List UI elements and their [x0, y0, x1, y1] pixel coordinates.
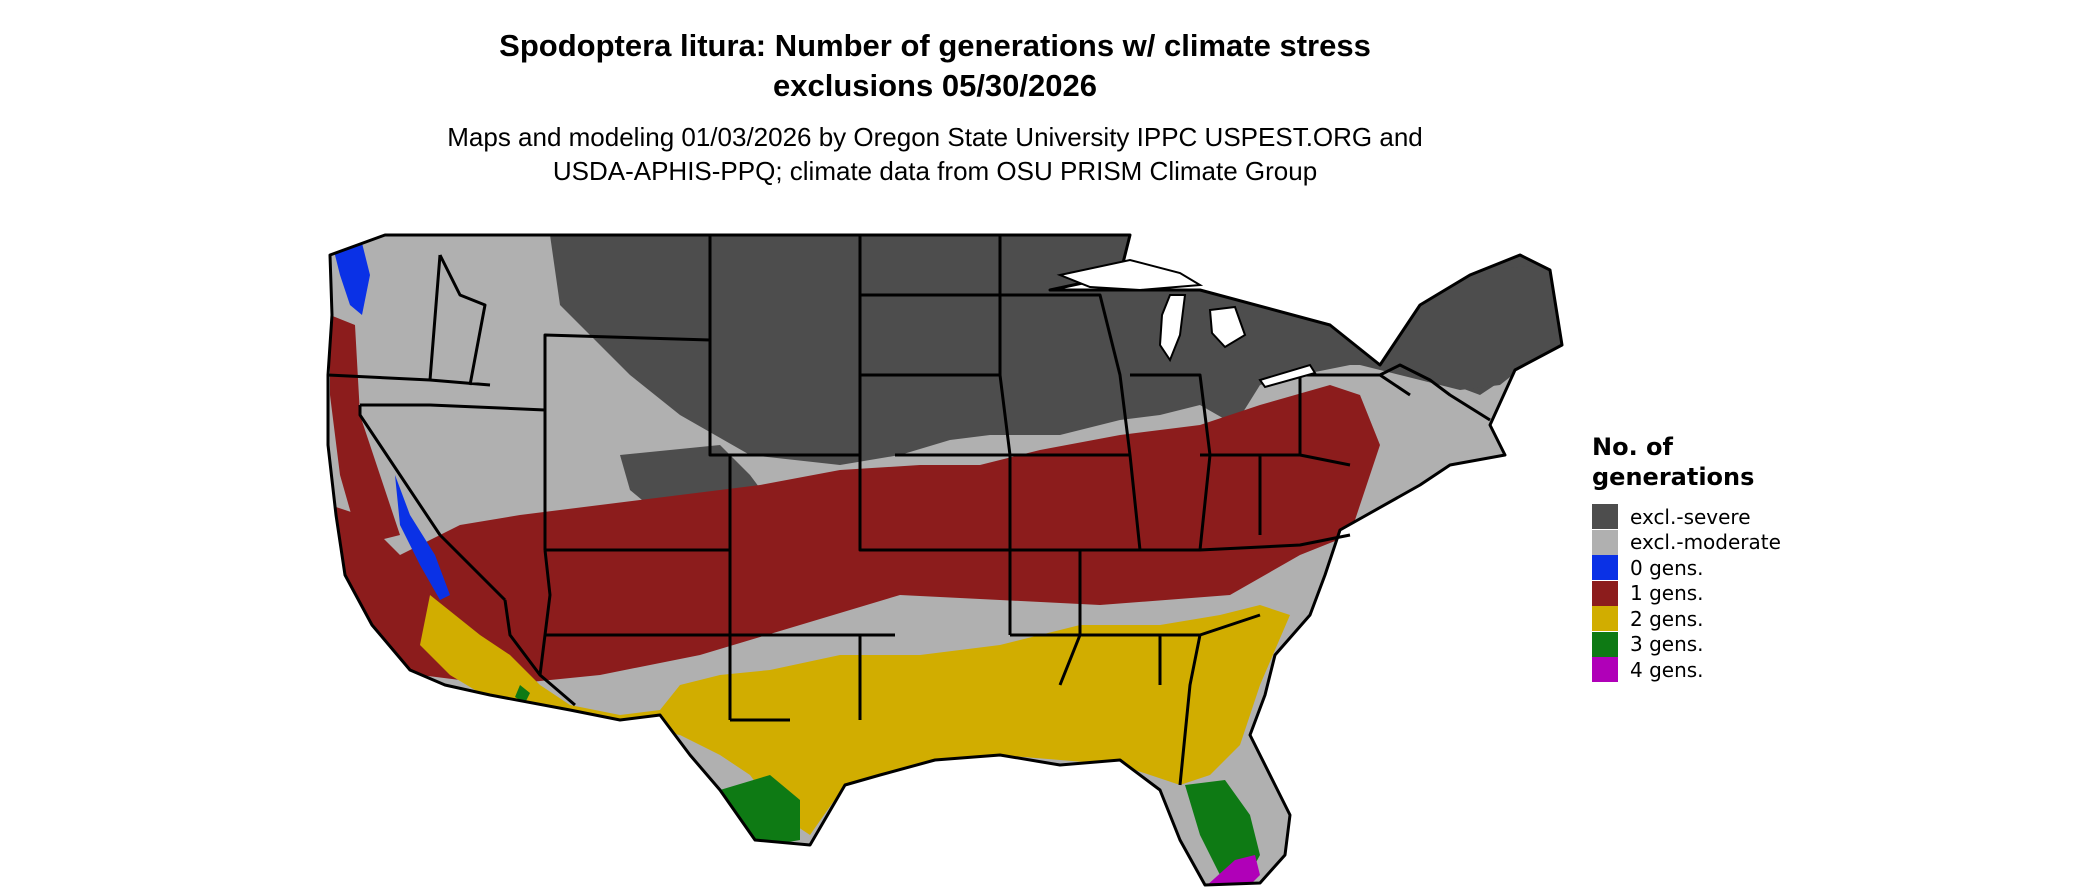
legend-swatch: [1592, 657, 1618, 683]
region-3-gens-florida: [1185, 780, 1260, 883]
legend-label: excl.-severe: [1630, 504, 1751, 529]
region-0-gens-sierra: [395, 475, 450, 600]
border-midwest: [1000, 293, 1351, 551]
legend-item-0-gens: 0 gens.: [1592, 555, 1792, 581]
lake-erie: [1258, 363, 1317, 389]
region-3-gens-arizona: [515, 685, 530, 703]
region-1-gens: [328, 385, 1380, 685]
map-subtitle-line-1: Maps and modeling 01/03/2026 by Oregon S…: [447, 122, 1423, 152]
lake-huron: [1208, 305, 1247, 349]
map-color-regions: [328, 235, 1562, 885]
legend: No. of generations excl.-severe excl.-mo…: [1592, 432, 1792, 683]
map-subtitle-line-2: USDA-APHIS-PPQ; climate data from OSU PR…: [552, 156, 1318, 186]
map-title: Spodoptera litura: Number of generations…: [0, 26, 1870, 106]
map-subtitle: Maps and modeling 01/03/2026 by Oregon S…: [0, 120, 1870, 188]
state-borders: [326, 233, 1564, 887]
legend-swatch: [1592, 606, 1618, 632]
legend-swatch: [1592, 580, 1618, 606]
border-southwest: [358, 405, 895, 722]
region-1-gens-pacific: [330, 315, 400, 545]
legend-swatch: [1592, 631, 1618, 657]
legend-label: 4 gens.: [1630, 657, 1704, 682]
legend-label: 0 gens.: [1630, 555, 1704, 580]
map-title-line-2: exclusions 05/30/2026: [772, 68, 1097, 103]
legend-label: excl.-moderate: [1630, 530, 1781, 555]
legend-title-line-1: No. of: [1592, 433, 1673, 461]
legend-item-excl-severe: excl.-severe: [1592, 504, 1792, 530]
legend-title-line-2: generations: [1592, 463, 1755, 491]
great-lakes: [1056, 258, 1317, 389]
legend-items: excl.-severe excl.-moderate 0 gens. 1 ge…: [1592, 504, 1792, 683]
map-title-line-1: Spodoptera litura: Number of generations…: [499, 28, 1371, 63]
legend-swatch: [1592, 529, 1618, 555]
region-4-gens-florida: [1205, 855, 1260, 885]
legend-label: 3 gens.: [1630, 632, 1704, 657]
legend-label: 2 gens.: [1630, 606, 1704, 631]
legend-item-2-gens: 2 gens.: [1592, 606, 1792, 632]
region-excl-severe-northeast: [1360, 265, 1562, 390]
legend-item-4-gens: 4 gens.: [1592, 657, 1792, 683]
us-generations-map: [326, 233, 1564, 887]
legend-item-3-gens: 3 gens.: [1592, 631, 1792, 658]
legend-item-excl-moderate: excl.-moderate: [1592, 529, 1792, 556]
legend-title: No. of generations: [1592, 432, 1792, 492]
lake-superior: [1056, 258, 1204, 292]
border-south: [1010, 533, 1351, 786]
legend-item-1-gens: 1 gens.: [1592, 580, 1792, 607]
border-northeast: [1298, 363, 1491, 455]
legend-swatch: [1592, 555, 1618, 581]
border-mountain-west: [360, 235, 900, 720]
border-pacific-nw: [327, 254, 491, 387]
lake-michigan: [1158, 294, 1187, 363]
legend-swatch: [1592, 504, 1618, 530]
region-0-gens-coast: [330, 235, 370, 315]
legend-label: 1 gens.: [1630, 581, 1704, 606]
